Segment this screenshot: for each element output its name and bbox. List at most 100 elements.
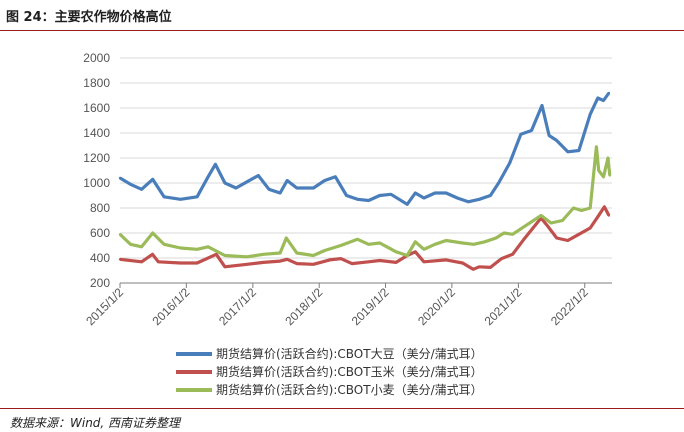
data-point [356,238,359,241]
y-tick-label: 800 [90,201,110,215]
data-point [561,219,564,222]
x-tick-label: 2017/1/2 [216,285,259,328]
data-point [500,257,503,260]
data-point [151,231,154,235]
top-rule [0,30,684,31]
data-point [245,263,249,266]
data-point [223,265,227,268]
data-point [414,240,417,243]
data-point [162,195,166,198]
data-point [444,258,448,262]
legend-label-1: 期货结算价(活跃合约):CBOT玉米（美分/蒲式耳） [216,364,483,379]
data-point [444,191,448,195]
y-tick-label: 400 [90,251,110,265]
data-point [433,243,437,246]
data-point [334,175,337,178]
data-point [151,253,154,256]
data-point [483,240,486,243]
data-point [394,261,398,264]
data-point [494,236,498,240]
data-point [549,221,553,225]
data-point [422,196,426,200]
data-point [389,193,393,196]
data-point [245,255,249,258]
data-point [508,161,511,165]
x-tick-label: 2019/1/2 [349,285,392,328]
data-point [118,176,122,180]
data-point [129,243,132,246]
data-point [367,260,370,263]
data-point [555,139,558,142]
legend-label-0: 期货结算价(活跃合约):CBOT大豆（美分/蒲式耳） [216,346,483,361]
y-tick-label: 1400 [83,126,110,140]
source-note: 数据来源：Wind, 西南证券整理 [10,416,181,430]
data-point [206,175,210,178]
data-point [257,174,260,177]
data-point [215,253,218,256]
data-point [547,134,551,137]
x-tick-label: 2018/1/2 [282,285,325,328]
data-point [140,260,143,263]
data-point [162,243,166,246]
data-point [422,260,426,263]
data-point [607,91,611,95]
data-point [195,248,199,251]
data-point [580,209,583,212]
data-point [339,257,342,260]
data-point [312,263,315,266]
data-point [478,198,481,201]
data-point [522,238,526,241]
data-point [511,233,514,236]
data-point [489,266,492,269]
data-point [195,195,199,198]
data-point [511,253,514,256]
data-point [607,214,611,217]
y-tick-label: 1600 [83,101,110,115]
x-axis: 2015/1/2 2016/1/2 2017/1/2 2018/1/2 2019/1/2… [83,282,612,328]
data-point [530,129,533,132]
series-line-1 [119,205,611,271]
data-point [367,243,370,246]
data-point [519,133,522,136]
data-point [595,145,598,148]
bottom-rule [0,408,684,409]
y-tick-label: 600 [90,226,110,240]
legend-label-2: 期货结算价(活跃合约):CBOT小麦（美分/蒲式耳） [216,382,483,397]
data-point [286,179,289,182]
data-point [356,198,359,201]
data-point [245,180,249,183]
data-point [262,253,265,256]
data-point [589,226,592,230]
data-point [129,183,132,186]
data-point [577,233,581,236]
y-tick-label: 2000 [83,51,110,65]
figure-title: 图 24：主要农作物价格高位 [6,10,172,25]
data-point [461,241,464,245]
data-point [328,258,331,262]
data-point [378,259,381,262]
data-point [223,181,227,185]
y-tick-label: 1800 [83,76,110,90]
data-point [406,254,409,257]
data-point [278,251,282,255]
data-point [214,163,217,166]
data-point [339,244,342,247]
data-point [489,194,492,197]
x-tick-label: 2022/1/2 [548,285,591,328]
data-point [497,181,500,185]
data-point [312,254,315,257]
x-tick-label: 2015/1/2 [83,285,126,328]
data-point [566,150,569,153]
data-point [608,174,611,177]
data-point [234,186,238,190]
data-point [140,245,143,248]
x-tick-label: 2020/1/2 [415,285,458,328]
data-point [414,191,417,195]
data-point [444,239,448,242]
data-point [467,200,470,203]
series-line-2 [118,145,612,259]
data-point [286,258,289,261]
data-point [414,250,417,253]
data-point [603,205,606,208]
data-point [602,175,605,178]
